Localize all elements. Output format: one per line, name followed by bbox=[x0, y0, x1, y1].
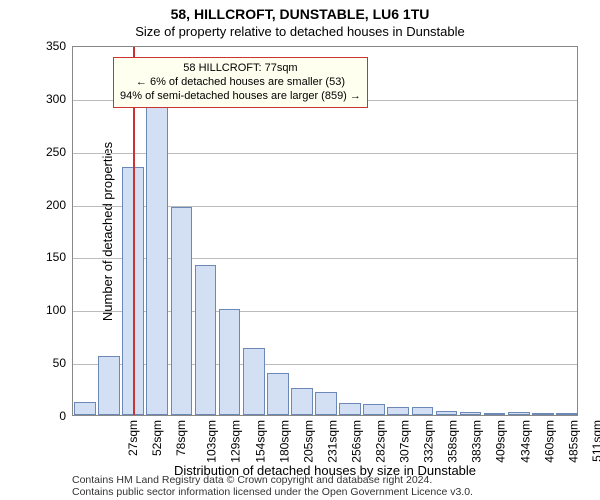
x-tick: 27sqm bbox=[126, 420, 140, 456]
histogram-bar bbox=[195, 265, 217, 415]
y-tick: 300 bbox=[46, 92, 66, 106]
x-tick: 129sqm bbox=[229, 420, 243, 463]
histogram-bar bbox=[98, 356, 120, 415]
x-tick: 52sqm bbox=[150, 420, 164, 456]
x-tick: 154sqm bbox=[253, 420, 267, 463]
x-tick: 460sqm bbox=[542, 420, 556, 463]
annotation-line: 94% of semi-detached houses are larger (… bbox=[120, 90, 361, 104]
x-tick: 383sqm bbox=[470, 420, 484, 463]
histogram-bar bbox=[556, 413, 578, 415]
x-tick: 256sqm bbox=[350, 420, 364, 463]
x-tick: 485sqm bbox=[566, 420, 580, 463]
histogram-bar bbox=[436, 411, 458, 415]
x-tick: 358sqm bbox=[446, 420, 460, 463]
annotation-box: 58 HILLCROFT: 77sqm← 6% of detached hous… bbox=[113, 57, 368, 108]
histogram-bar bbox=[219, 309, 241, 415]
chart-subtitle: Size of property relative to detached ho… bbox=[0, 24, 600, 39]
y-tick: 200 bbox=[46, 198, 66, 212]
x-tick: 332sqm bbox=[422, 420, 436, 463]
y-tick: 50 bbox=[53, 356, 66, 370]
histogram-bar bbox=[532, 413, 554, 415]
histogram-bar bbox=[363, 404, 385, 415]
histogram-bar bbox=[460, 412, 482, 415]
x-tick: 78sqm bbox=[174, 420, 188, 456]
histogram-bar bbox=[243, 348, 265, 415]
y-tick: 250 bbox=[46, 145, 66, 159]
histogram-bar bbox=[146, 105, 168, 415]
histogram-bar bbox=[339, 403, 361, 415]
histogram-bar bbox=[74, 402, 96, 415]
histogram-bar bbox=[387, 407, 409, 415]
histogram-bar bbox=[171, 207, 193, 415]
x-tick: 205sqm bbox=[301, 420, 315, 463]
histogram-bar bbox=[291, 388, 313, 415]
x-tick: 409sqm bbox=[494, 420, 508, 463]
x-tick: 307sqm bbox=[398, 420, 412, 463]
annotation-line: 58 HILLCROFT: 77sqm bbox=[120, 62, 361, 76]
y-tick: 150 bbox=[46, 250, 66, 264]
attribution-text: Contains HM Land Registry data © Crown c… bbox=[72, 474, 578, 498]
page-title: 58, HILLCROFT, DUNSTABLE, LU6 1TU bbox=[0, 6, 600, 22]
plot-area: 58 HILLCROFT: 77sqm← 6% of detached hous… bbox=[72, 46, 578, 416]
histogram-bar bbox=[267, 373, 289, 415]
x-tick: 231sqm bbox=[326, 420, 340, 463]
x-tick: 511sqm bbox=[590, 420, 600, 462]
histogram-bar bbox=[412, 407, 434, 415]
histogram-bar bbox=[315, 392, 337, 415]
annotation-line: ← 6% of detached houses are smaller (53) bbox=[120, 76, 361, 90]
histogram-bar bbox=[508, 412, 530, 415]
y-tick: 0 bbox=[59, 409, 66, 423]
x-tick: 103sqm bbox=[205, 420, 219, 463]
histogram-bar bbox=[484, 413, 506, 415]
x-tick: 434sqm bbox=[518, 420, 532, 463]
y-tick: 100 bbox=[46, 303, 66, 317]
x-tick: 180sqm bbox=[277, 420, 291, 463]
x-tick: 282sqm bbox=[374, 420, 388, 463]
figure: 58, HILLCROFT, DUNSTABLE, LU6 1TU Size o… bbox=[0, 0, 600, 500]
y-tick: 350 bbox=[46, 39, 66, 53]
